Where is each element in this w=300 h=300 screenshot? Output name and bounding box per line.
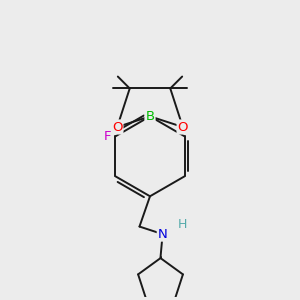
- Text: N: N: [158, 228, 167, 241]
- Text: O: O: [112, 121, 122, 134]
- Text: H: H: [178, 218, 187, 231]
- Text: B: B: [146, 110, 154, 123]
- Text: O: O: [178, 121, 188, 134]
- Text: F: F: [104, 130, 111, 143]
